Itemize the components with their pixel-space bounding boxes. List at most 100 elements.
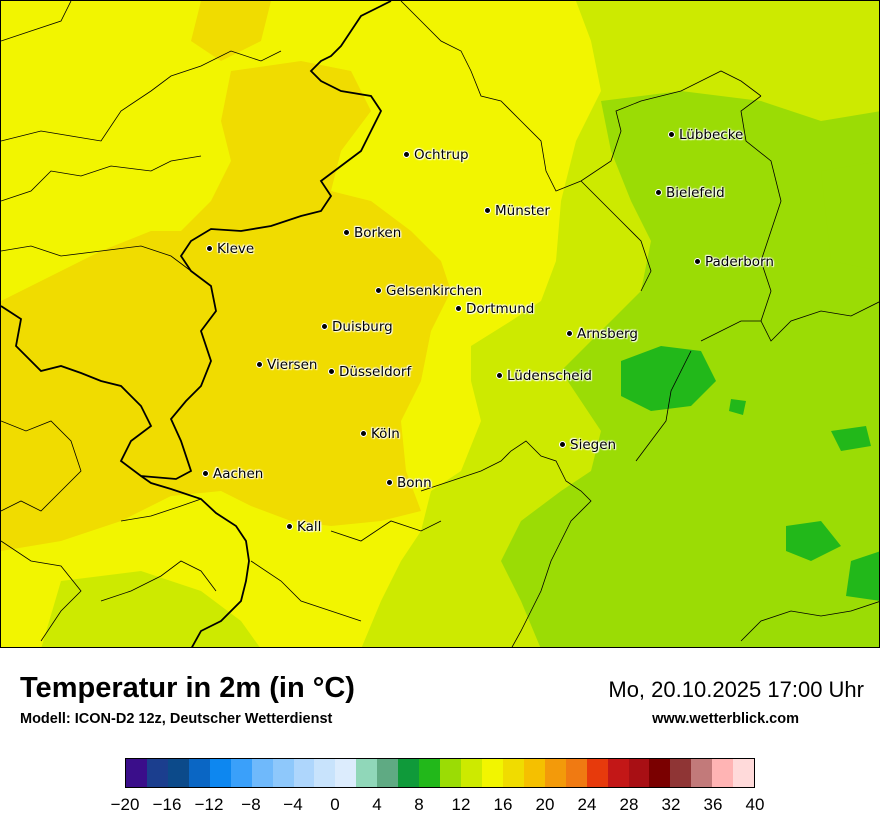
legend-color-segment bbox=[356, 759, 378, 787]
legend-color-segment bbox=[565, 759, 587, 787]
city-name: Paderborn bbox=[705, 254, 774, 270]
legend-tick-label: 32 bbox=[661, 795, 681, 814]
city-label[interactable]: Köln bbox=[360, 426, 400, 442]
city-name: Köln bbox=[371, 426, 400, 442]
city-marker-icon bbox=[256, 360, 263, 368]
legend-color-segment bbox=[398, 759, 420, 787]
city-marker-icon bbox=[484, 206, 491, 214]
city-name: Bonn bbox=[397, 475, 432, 491]
city-marker-icon bbox=[496, 371, 503, 379]
city-label[interactable]: Arnsberg bbox=[566, 326, 638, 342]
city-name: Kleve bbox=[217, 241, 255, 257]
city-label[interactable]: Bielefeld bbox=[655, 185, 725, 201]
legend-color-segment bbox=[167, 759, 189, 787]
legend-tick-label: 20 bbox=[535, 795, 555, 814]
city-name: Duisburg bbox=[332, 319, 393, 335]
legend-tick-label: −20 bbox=[110, 795, 140, 814]
legend-color-segment bbox=[440, 759, 461, 787]
legend-color-segment bbox=[586, 759, 608, 787]
city-marker-icon bbox=[566, 329, 573, 337]
city-label[interactable]: Münster bbox=[484, 203, 550, 219]
legend-color-segment bbox=[461, 759, 482, 787]
city-name: Bielefeld bbox=[666, 185, 725, 201]
city-label[interactable]: Kleve bbox=[206, 241, 254, 257]
legend-color-segment bbox=[628, 759, 650, 787]
page-title: Temperatur in 2m (in °C) bbox=[20, 672, 355, 704]
city-marker-icon bbox=[655, 188, 662, 196]
city-marker-icon bbox=[375, 286, 382, 294]
legend-tick-label: 36 bbox=[703, 795, 723, 814]
city-label[interactable]: Düsseldorf bbox=[328, 364, 411, 380]
city-label[interactable]: Siegen bbox=[559, 437, 616, 453]
city-marker-icon bbox=[206, 244, 213, 252]
legend-color-segment bbox=[481, 759, 503, 787]
legend-color-segment bbox=[607, 759, 629, 787]
city-name: Aachen bbox=[213, 466, 264, 482]
city-label[interactable]: Lübbecke bbox=[668, 127, 743, 143]
city-label[interactable]: Borken bbox=[343, 225, 401, 241]
city-name: Siegen bbox=[570, 437, 617, 453]
legend-tick-label: 40 bbox=[745, 795, 765, 814]
city-label[interactable]: Aachen bbox=[202, 466, 263, 482]
city-label[interactable]: Kall bbox=[286, 519, 321, 535]
city-marker-icon bbox=[559, 440, 566, 448]
city-marker-icon bbox=[202, 469, 209, 477]
city-name: Lüdenscheid bbox=[507, 368, 592, 384]
legend-tick-label: 0 bbox=[330, 795, 340, 814]
city-label[interactable]: Lüdenscheid bbox=[496, 368, 592, 384]
city-name: Lübbecke bbox=[679, 127, 744, 143]
city-marker-icon bbox=[694, 257, 701, 265]
legend-color-segment bbox=[146, 759, 168, 787]
city-marker-icon bbox=[328, 367, 335, 375]
color-legend bbox=[125, 758, 755, 788]
legend-color-segment bbox=[712, 759, 734, 787]
legend-color-segment bbox=[188, 759, 210, 787]
city-marker-icon bbox=[286, 522, 293, 530]
legend-color-segment bbox=[733, 759, 755, 787]
city-label[interactable]: Duisburg bbox=[321, 319, 393, 335]
city-label[interactable]: Gelsenkirchen bbox=[375, 283, 482, 299]
legend-color-segment bbox=[502, 759, 524, 787]
city-label[interactable]: Ochtrup bbox=[403, 147, 469, 163]
legend-color-segment bbox=[649, 759, 671, 787]
city-label[interactable]: Paderborn bbox=[694, 254, 774, 270]
city-marker-icon bbox=[321, 322, 328, 330]
legend-color-segment bbox=[335, 759, 357, 787]
legend-color-segment bbox=[272, 759, 294, 787]
city-label[interactable]: Bonn bbox=[386, 475, 432, 491]
legend-color-segment bbox=[251, 759, 273, 787]
legend-color-segment bbox=[670, 759, 692, 787]
city-name: Kall bbox=[297, 519, 322, 535]
city-marker-icon bbox=[455, 304, 462, 312]
legend-color-segment bbox=[314, 759, 336, 787]
legend-color-segment bbox=[230, 759, 252, 787]
legend-tick-label: 28 bbox=[619, 795, 639, 814]
legend-color-segment bbox=[126, 759, 147, 787]
temperature-map[interactable]: Lübbecke Ochtrup Bielefeld Münster Borken Kle… bbox=[0, 0, 880, 648]
city-label[interactable]: Dortmund bbox=[455, 301, 534, 317]
city-name: Arnsberg bbox=[577, 326, 638, 342]
legend-tick-label: 12 bbox=[451, 795, 471, 814]
website-link[interactable]: www.wetterblick.com bbox=[652, 711, 799, 727]
legend-tick-label: −8 bbox=[241, 795, 261, 814]
legend-tick-label: 4 bbox=[372, 795, 382, 814]
legend-color-segment bbox=[523, 759, 545, 787]
city-name: Dortmund bbox=[466, 301, 535, 317]
city-name: Düsseldorf bbox=[339, 364, 412, 380]
city-marker-icon bbox=[386, 478, 393, 486]
city-name: Borken bbox=[354, 225, 402, 241]
legend-color-segment bbox=[377, 759, 399, 787]
model-info: Modell: ICON-D2 12z, Deutscher Wetterdie… bbox=[20, 711, 333, 727]
city-name: Gelsenkirchen bbox=[386, 283, 483, 299]
datetime-label: Mo, 20.10.2025 17:00 Uhr bbox=[608, 677, 864, 702]
city-label[interactable]: Viersen bbox=[256, 357, 317, 373]
city-name: Ochtrup bbox=[414, 147, 469, 163]
city-name: Münster bbox=[495, 203, 550, 219]
legend-tick-label: −16 bbox=[152, 795, 182, 814]
legend-color-segment bbox=[691, 759, 713, 787]
legend-color-segment bbox=[544, 759, 566, 787]
legend-tick-label: −12 bbox=[194, 795, 224, 814]
legend-color-segment bbox=[293, 759, 315, 787]
legend-tick-label: 8 bbox=[414, 795, 424, 814]
city-name: Viersen bbox=[267, 357, 318, 373]
